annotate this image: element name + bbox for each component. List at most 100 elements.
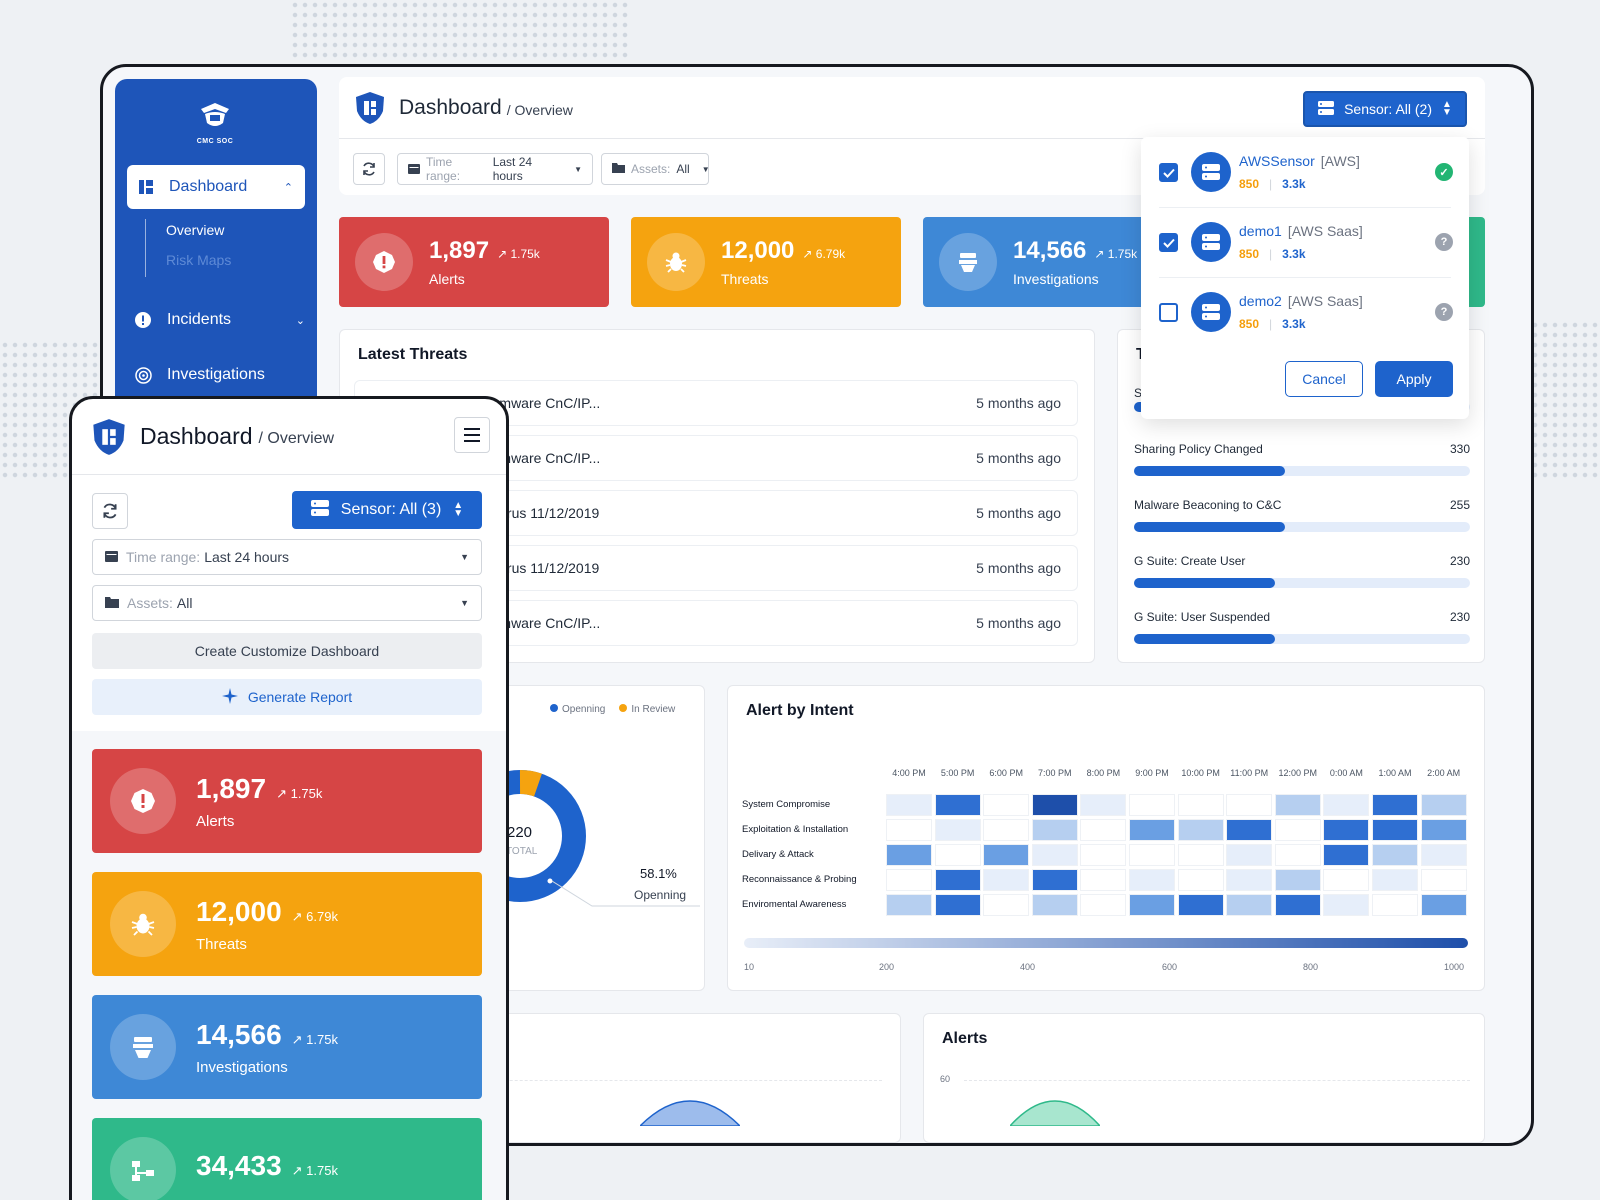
heatmap-cell[interactable] xyxy=(886,819,932,841)
heatmap-cell[interactable] xyxy=(934,869,981,891)
heatmap-cell[interactable] xyxy=(1420,844,1467,866)
stat-card-investigations[interactable]: 14,566 ↗ 1.75k Investigations xyxy=(92,995,482,1099)
heatmap-cell[interactable] xyxy=(983,819,1030,841)
heatmap-cell[interactable] xyxy=(1080,894,1127,916)
heatmap-cell[interactable] xyxy=(1080,794,1127,816)
heatmap-cell[interactable] xyxy=(1129,869,1175,891)
heatmap-cell[interactable] xyxy=(1323,794,1370,816)
create-dashboard-button[interactable]: Create Customize Dashboard xyxy=(92,633,482,669)
heatmap-cell[interactable] xyxy=(1323,869,1370,891)
heatmap-cell[interactable] xyxy=(886,844,932,866)
heatmap-cell[interactable] xyxy=(1274,869,1321,891)
heatmap-cell[interactable] xyxy=(1177,894,1224,916)
heatmap-cell[interactable] xyxy=(1129,894,1175,916)
heatmap-cell[interactable] xyxy=(1226,844,1273,866)
hamburger-menu-button[interactable] xyxy=(454,417,490,453)
heatmap-cell[interactable] xyxy=(1420,869,1467,891)
heatmap-cell[interactable] xyxy=(1177,794,1224,816)
sensor-select-button[interactable]: Sensor: All (2) ▲ ▼ xyxy=(1303,91,1467,127)
heatmap-cell[interactable] xyxy=(1372,894,1418,916)
heatmap-cell[interactable] xyxy=(934,844,981,866)
bar-item[interactable]: Sharing Policy Changed 330 xyxy=(1134,442,1470,476)
stat-card-alerts[interactable]: 1,897 ↗ 1.75k Alerts xyxy=(339,217,609,307)
heatmap-cell[interactable] xyxy=(1080,869,1127,891)
heatmap-cell[interactable] xyxy=(1177,869,1224,891)
app-logo[interactable]: CMC SOC xyxy=(193,101,237,149)
time-range-select[interactable]: Time range: Last 24 hours ▼ xyxy=(92,539,482,575)
heatmap-cell[interactable] xyxy=(1323,819,1370,841)
heatmap-cell[interactable] xyxy=(1323,894,1370,916)
heatmap-cell[interactable] xyxy=(1177,844,1224,866)
apply-button[interactable]: Apply xyxy=(1375,361,1453,397)
cancel-button[interactable]: Cancel xyxy=(1285,361,1363,397)
heatmap-cell[interactable] xyxy=(886,794,932,816)
stat-card-threats[interactable]: 12,000 ↗ 6.79k Threats xyxy=(631,217,901,307)
heatmap-cell[interactable] xyxy=(886,894,932,916)
heatmap-cell[interactable] xyxy=(983,794,1030,816)
heatmap-cell[interactable] xyxy=(1372,869,1418,891)
assets-select[interactable]: Assets: All ▼ xyxy=(601,153,710,185)
heatmap-cell[interactable] xyxy=(983,869,1030,891)
sensor-select-button[interactable]: Sensor: All (3) ▲ ▼ xyxy=(292,491,482,529)
heatmap-cell[interactable] xyxy=(1372,844,1418,866)
stat-card-threats[interactable]: 12,000 ↗ 6.79k Threats xyxy=(92,872,482,976)
heatmap-cell[interactable] xyxy=(886,869,932,891)
bar-item[interactable]: Malware Beaconing to C&C 255 xyxy=(1134,498,1470,532)
heatmap-cell[interactable] xyxy=(1420,894,1467,916)
heatmap-cell[interactable] xyxy=(1080,819,1127,841)
heatmap-cell[interactable] xyxy=(1129,794,1175,816)
heatmap-cell[interactable] xyxy=(1226,794,1273,816)
heatmap-cell[interactable] xyxy=(983,894,1030,916)
stat-value: 1,897 xyxy=(429,237,490,264)
heatmap-cell[interactable] xyxy=(1274,819,1321,841)
sidebar-item-investigations[interactable]: Investigations xyxy=(135,360,305,390)
generate-report-button[interactable]: Generate Report xyxy=(92,679,482,715)
checkbox-unchecked[interactable] xyxy=(1159,303,1178,322)
heatmap-cell[interactable] xyxy=(1372,819,1418,841)
heatmap-cell[interactable] xyxy=(1129,844,1175,866)
heatmap-cell[interactable] xyxy=(1274,844,1321,866)
heatmap-cell[interactable] xyxy=(1031,819,1078,841)
sidebar-item-overview[interactable]: Overview xyxy=(166,222,225,238)
sidebar-item-label: Investigations xyxy=(167,366,265,383)
sidebar-item-risk-maps[interactable]: Risk Maps xyxy=(166,252,232,268)
heatmap-cell[interactable] xyxy=(934,819,981,841)
sidebar-item-incidents[interactable]: Incidents ⌄ xyxy=(135,305,305,335)
sidebar-item-dashboard[interactable]: Dashboard ⌃ xyxy=(127,165,305,209)
check-circle-icon: ✓ xyxy=(1435,163,1453,181)
time-range-select[interactable]: Time range: Last 24 hours ▼ xyxy=(397,153,593,185)
heatmap-cell[interactable] xyxy=(1420,794,1467,816)
heatmap-cell[interactable] xyxy=(1031,894,1078,916)
heatmap-cell[interactable] xyxy=(1226,819,1273,841)
assets-select[interactable]: Assets: All ▼ xyxy=(92,585,482,621)
sensor-option-awssensor[interactable]: AWSSensor [AWS] 850 | 3.3k ✓ xyxy=(1141,137,1469,207)
heatmap-cell[interactable] xyxy=(1080,844,1127,866)
bar-item[interactable]: G Suite: Create User 230 xyxy=(1134,554,1470,588)
heatmap-cell[interactable] xyxy=(1274,794,1321,816)
checkbox-checked[interactable] xyxy=(1159,233,1178,252)
refresh-button[interactable] xyxy=(92,493,128,529)
checkbox-checked[interactable] xyxy=(1159,163,1178,182)
heatmap-cell[interactable] xyxy=(1031,844,1078,866)
heatmap-cell[interactable] xyxy=(1129,819,1175,841)
sensor-option-demo1[interactable]: demo1 [AWS Saas] 850 | 3.3k ? xyxy=(1141,207,1469,277)
stat-card-alerts[interactable]: 1,897 ↗ 1.75k Alerts xyxy=(92,749,482,853)
heatmap-cell[interactable] xyxy=(1177,819,1224,841)
heatmap-cell[interactable] xyxy=(1372,794,1418,816)
heatmap-cell[interactable] xyxy=(1226,894,1273,916)
stat-value: 1,897 xyxy=(196,772,267,804)
heatmap-cell[interactable] xyxy=(934,894,981,916)
heatmap-cell[interactable] xyxy=(1323,844,1370,866)
heatmap-cell[interactable] xyxy=(1031,869,1078,891)
heatmap-cell[interactable] xyxy=(934,794,981,816)
refresh-button[interactable] xyxy=(353,153,385,185)
heatmap-cell[interactable] xyxy=(1274,894,1321,916)
stat-card-network[interactable]: 34,433 ↗ 1.75k xyxy=(92,1118,482,1200)
bar-item[interactable]: G Suite: User Suspended 230 xyxy=(1134,610,1470,644)
heatmap-cell[interactable] xyxy=(1226,869,1273,891)
heatmap-cell[interactable] xyxy=(983,844,1030,866)
hour-label: 4:00 PM xyxy=(892,768,926,778)
heatmap-cell[interactable] xyxy=(1031,794,1078,816)
heatmap-cell[interactable] xyxy=(1420,819,1467,841)
sensor-option-demo2[interactable]: demo2 [AWS Saas] 850 | 3.3k ? xyxy=(1141,277,1469,347)
